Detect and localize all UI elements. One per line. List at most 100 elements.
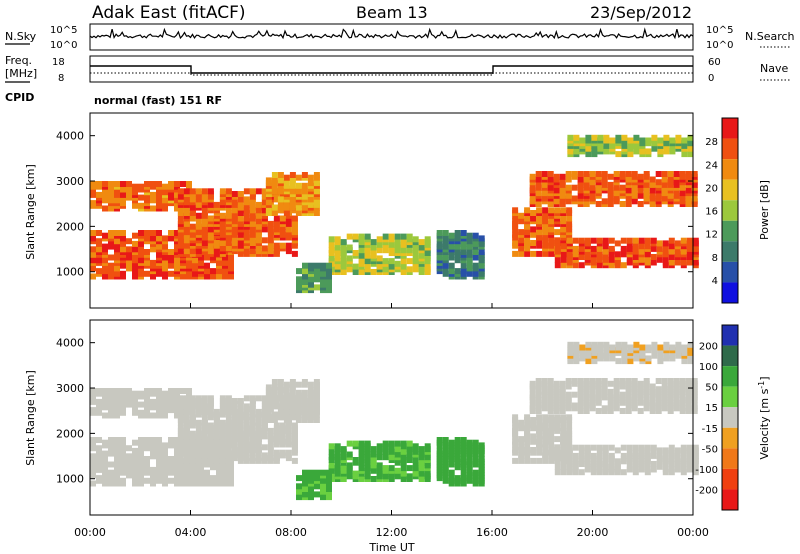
- velocity-cell: [334, 451, 341, 458]
- power-cell: [307, 180, 314, 187]
- power-cell: [466, 259, 473, 266]
- colorbar-swatch: [722, 118, 738, 139]
- velocity-ylabel: Slant Range [km]: [24, 370, 37, 466]
- power-cell: [183, 199, 190, 206]
- velocity-cell: [186, 480, 192, 487]
- power-cell: [90, 251, 96, 258]
- velocity-cell: [195, 395, 202, 402]
- velocity-cell: [590, 452, 597, 459]
- power-cell: [590, 237, 597, 244]
- power-cell: [601, 171, 608, 177]
- power-cell: [554, 237, 561, 244]
- power-cell: [120, 186, 126, 193]
- power-cell: [418, 239, 425, 246]
- power-cell: [150, 205, 156, 212]
- power-cell: [524, 207, 531, 214]
- velocity-cell: [249, 427, 256, 434]
- power-cell: [162, 235, 168, 242]
- power-cell: [615, 134, 622, 141]
- velocity-cell: [102, 480, 108, 487]
- velocity-cell: [177, 425, 184, 432]
- power-cell: [577, 187, 584, 194]
- velocity-cell: [183, 406, 190, 413]
- power-cell: [472, 270, 479, 277]
- power-cell: [225, 245, 232, 252]
- power-cell: [213, 250, 220, 257]
- power-cell: [394, 260, 401, 267]
- power-cell: [168, 230, 174, 236]
- power-cell: [669, 137, 676, 144]
- power-cell: [656, 240, 663, 247]
- power-cell: [320, 262, 326, 269]
- power-ylabel: Slant Range [km]: [24, 164, 37, 260]
- power-cell: [621, 134, 628, 141]
- velocity-cell: [621, 341, 628, 348]
- power-cell: [685, 171, 692, 177]
- power-cell: [512, 207, 519, 214]
- power-cell: [195, 188, 202, 195]
- velocity-cell: [120, 469, 126, 476]
- velocity-cell: [376, 462, 383, 469]
- velocity-cell: [601, 405, 608, 412]
- velocity-cell: [126, 469, 132, 476]
- velocity-panel: 1000 2000 3000 4000 Slant Range [km] 200 100…: [24, 319, 771, 516]
- velocity-cell: [364, 440, 371, 447]
- power-cell: [207, 242, 214, 249]
- power-cell: [174, 243, 180, 250]
- power-heatmap: [90, 134, 699, 294]
- power-cell: [547, 171, 554, 177]
- power-cell: [307, 174, 314, 181]
- velocity-cell: [376, 443, 383, 450]
- velocity-cell: [174, 437, 180, 443]
- velocity-cell: [442, 437, 449, 443]
- velocity-cell: [691, 378, 698, 384]
- power-cell: [553, 173, 560, 180]
- velocity-cell: [231, 444, 238, 451]
- velocity-cell: [201, 436, 208, 443]
- velocity-cell: [553, 380, 560, 387]
- colorbar-swatch: [722, 200, 738, 221]
- velocity-cell: [406, 454, 413, 461]
- velocity-cell: [650, 444, 657, 451]
- power-cell: [346, 244, 353, 251]
- power-cell: [195, 220, 202, 227]
- velocity-cell: [207, 408, 214, 415]
- power-cell: [156, 270, 162, 277]
- power-cell: [313, 172, 320, 178]
- velocity-cell: [637, 380, 644, 387]
- power-cell: [358, 269, 365, 275]
- velocity-cell: [668, 461, 675, 467]
- power-cell: [150, 273, 156, 280]
- velocity-cell: [589, 378, 596, 384]
- power-cell: [657, 148, 664, 155]
- colorbar-tick-label: 100: [699, 362, 718, 373]
- velocity-cell: [237, 427, 244, 434]
- velocity-cell: [644, 444, 651, 451]
- power-cell: [524, 250, 531, 257]
- velocity-cell: [308, 469, 314, 476]
- velocity-cell: [400, 440, 407, 447]
- velocity-cell: [542, 457, 549, 464]
- power-cell: [535, 190, 542, 197]
- velocity-cell: [271, 379, 278, 385]
- velocity-cell: [273, 422, 280, 429]
- velocity-cell: [609, 344, 616, 351]
- velocity-cell: [102, 450, 108, 457]
- power-cell: [132, 189, 138, 196]
- velocity-cell: [583, 378, 590, 384]
- velocity-y-ticks: 1000 2000 3000 4000: [56, 337, 693, 486]
- power-cell: [177, 242, 184, 249]
- velocity-cell: [213, 447, 220, 453]
- power-cell: [560, 256, 567, 263]
- power-cell: [255, 188, 262, 195]
- power-cell: [626, 237, 633, 244]
- velocity-cell: [108, 388, 114, 394]
- power-cell: [114, 181, 120, 187]
- power-cell: [126, 262, 132, 269]
- power-cell: [530, 226, 537, 233]
- power-cell: [560, 218, 567, 225]
- power-cell: [412, 250, 419, 256]
- power-cell: [183, 210, 190, 216]
- velocity-cell: [132, 439, 138, 446]
- velocity-cell: [114, 388, 120, 394]
